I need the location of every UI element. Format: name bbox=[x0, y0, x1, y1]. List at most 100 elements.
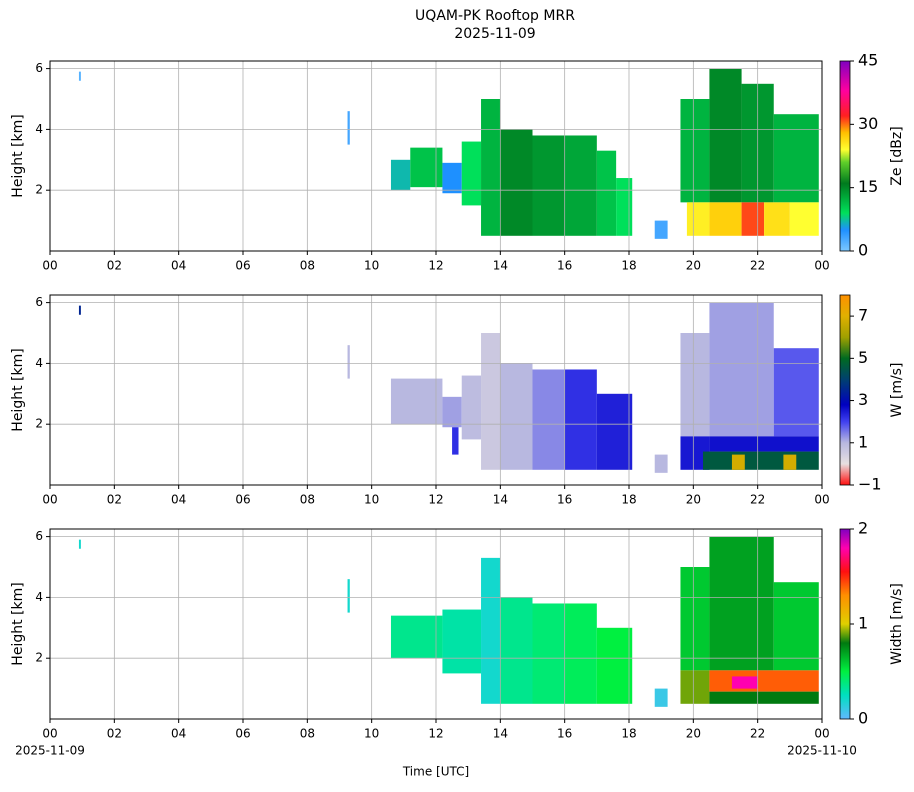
heat-cell bbox=[680, 670, 710, 704]
colorbar-tick-label: 2 bbox=[858, 519, 868, 538]
heat-cell bbox=[773, 582, 819, 671]
heat-cell bbox=[481, 557, 501, 704]
heat-cell bbox=[654, 688, 668, 707]
colorbar-tick-label: 5 bbox=[858, 348, 868, 367]
heat-cell bbox=[616, 178, 633, 236]
heat-cell bbox=[442, 609, 482, 674]
heat-cell bbox=[654, 220, 668, 239]
heat-cell bbox=[773, 348, 819, 437]
heat-cell bbox=[481, 333, 501, 470]
y-tick-label: 4 bbox=[35, 356, 43, 370]
x-tick-label: 04 bbox=[171, 259, 186, 273]
heat-cell bbox=[654, 454, 668, 473]
subtitle: 2025-11-09 bbox=[454, 26, 535, 42]
heat-cell bbox=[78, 539, 81, 549]
heat-cell bbox=[390, 378, 443, 425]
x-tick-label: 20 bbox=[686, 259, 701, 273]
heat-cell bbox=[347, 579, 350, 613]
heat-cell bbox=[78, 71, 81, 81]
x-tick-label: 12 bbox=[428, 493, 443, 507]
heat-cell bbox=[481, 99, 501, 236]
colorbar-label: W [m/s] bbox=[889, 363, 905, 418]
heat-cell bbox=[731, 676, 758, 689]
heat-cell bbox=[564, 603, 597, 704]
heat-cell bbox=[532, 369, 565, 470]
y-axis-label: Height [km] bbox=[10, 114, 26, 197]
x-axis-label: Time [UTC] bbox=[402, 765, 469, 779]
heat-cell bbox=[789, 202, 819, 236]
x-tick-label: 02 bbox=[107, 727, 122, 741]
x-tick-label: 18 bbox=[621, 493, 636, 507]
y-tick-label: 6 bbox=[35, 529, 43, 543]
heat-cell bbox=[390, 159, 411, 191]
colorbar bbox=[839, 528, 851, 720]
heat-cell bbox=[596, 150, 617, 236]
heat-cell bbox=[390, 615, 443, 659]
x-tick-label: 06 bbox=[235, 727, 250, 741]
heat-cell bbox=[347, 111, 350, 145]
colorbar-tick-label: 15 bbox=[858, 177, 878, 196]
x-tick-label: 20 bbox=[686, 493, 701, 507]
y-tick-label: 2 bbox=[35, 417, 43, 431]
colorbar-tick-label: 0 bbox=[858, 709, 868, 728]
x-tick-label: 12 bbox=[428, 727, 443, 741]
y-tick-label: 6 bbox=[35, 61, 43, 75]
x-tick-label: 22 bbox=[750, 259, 765, 273]
x-tick-label: 00 bbox=[814, 727, 829, 741]
colorbar-tick-label: 30 bbox=[858, 114, 878, 133]
colorbar-tick-label: 45 bbox=[858, 51, 878, 70]
colorbar-label: Ze [dBz] bbox=[889, 126, 905, 185]
y-tick-label: 2 bbox=[35, 183, 43, 197]
heat-cell bbox=[709, 536, 774, 671]
heat-cell bbox=[741, 202, 765, 236]
colorbar bbox=[839, 294, 851, 486]
x-tick-label: 22 bbox=[750, 493, 765, 507]
date-label: 2025-11-10 bbox=[787, 744, 857, 758]
title: UQAM-PK Rooftop MRR bbox=[415, 8, 575, 24]
x-tick-label: 16 bbox=[557, 727, 572, 741]
x-tick-label: 04 bbox=[171, 727, 186, 741]
colorbar-tick-label: 1 bbox=[858, 614, 868, 633]
x-tick-label: 04 bbox=[171, 493, 186, 507]
heat-cell bbox=[564, 135, 597, 236]
x-tick-label: 12 bbox=[428, 259, 443, 273]
x-tick-label: 10 bbox=[364, 727, 379, 741]
heat-cell bbox=[347, 345, 350, 379]
colorbar-label: Width [m/s] bbox=[889, 583, 905, 665]
heat-cell bbox=[442, 396, 462, 428]
heat-cell bbox=[783, 454, 797, 470]
plot-frame bbox=[49, 60, 823, 252]
x-tick-label: 22 bbox=[750, 727, 765, 741]
x-tick-label: 00 bbox=[814, 493, 829, 507]
x-tick-label: 14 bbox=[493, 727, 508, 741]
x-tick-label: 20 bbox=[686, 727, 701, 741]
colorbar-tick-label: −1 bbox=[858, 475, 882, 494]
heat-cell bbox=[564, 369, 597, 470]
heat-cell bbox=[500, 597, 533, 704]
x-tick-label: 00 bbox=[814, 259, 829, 273]
x-tick-label: 16 bbox=[557, 493, 572, 507]
heat-cell bbox=[532, 603, 565, 704]
heat-cell bbox=[410, 147, 443, 188]
heat-cell bbox=[680, 99, 710, 203]
colorbar-tick-label: 1 bbox=[858, 432, 868, 451]
heat-cell bbox=[461, 141, 482, 206]
heat-cell bbox=[773, 114, 819, 203]
heat-cell bbox=[731, 454, 745, 470]
x-tick-label: 16 bbox=[557, 259, 572, 273]
x-tick-label: 10 bbox=[364, 259, 379, 273]
heat-cell bbox=[680, 333, 710, 437]
heat-cell bbox=[78, 305, 81, 315]
heat-cell bbox=[452, 427, 459, 455]
x-tick-label: 08 bbox=[300, 259, 315, 273]
x-tick-label: 10 bbox=[364, 493, 379, 507]
plot-frame bbox=[49, 294, 823, 486]
heat-cell bbox=[532, 135, 565, 236]
colorbar-tick-label: 0 bbox=[858, 241, 868, 260]
date-label: 2025-11-09 bbox=[15, 744, 85, 758]
heat-cell bbox=[709, 302, 774, 437]
heat-cell bbox=[702, 451, 819, 470]
heat-cell bbox=[764, 202, 790, 236]
x-tick-label: 02 bbox=[107, 259, 122, 273]
y-tick-label: 6 bbox=[35, 295, 43, 309]
